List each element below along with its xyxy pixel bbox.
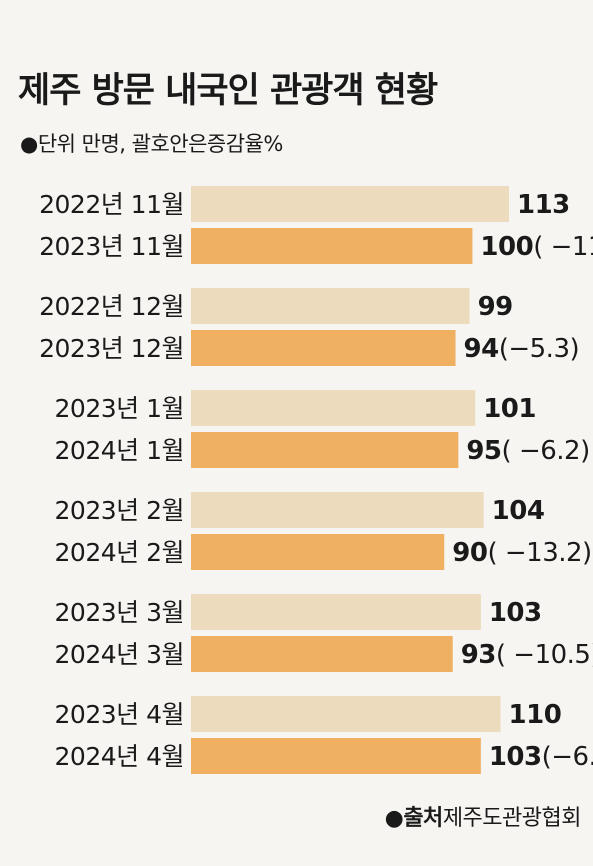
change-rate-label: ( −6.2) bbox=[502, 436, 590, 466]
current-value-label: 100( −11.5) bbox=[480, 232, 593, 262]
prior-bar bbox=[191, 186, 509, 222]
prior-period-label: 2023년 2월 bbox=[55, 496, 184, 525]
prior-value-number: 110 bbox=[509, 700, 562, 730]
current-period-label: 2024년 2월 bbox=[55, 538, 184, 567]
current-period-label: 2023년 11월 bbox=[39, 232, 184, 261]
prior-value-number: 101 bbox=[483, 394, 536, 424]
current-value-label: 103(−6.5) bbox=[489, 742, 593, 772]
prior-value-label: 103 bbox=[489, 598, 542, 628]
change-rate-label: ( −10.5) bbox=[496, 640, 593, 670]
prior-period-label: 2023년 4월 bbox=[55, 700, 184, 729]
current-period-label: 2024년 4월 bbox=[55, 742, 184, 771]
prior-bar bbox=[191, 390, 476, 426]
current-value-number: 94 bbox=[464, 334, 499, 364]
current-period-label: 2024년 1월 bbox=[55, 436, 184, 465]
current-bar bbox=[191, 636, 453, 672]
prior-value-label: 99 bbox=[478, 292, 513, 322]
chart-subtitle: ●단위 만명, 괄호안은증감율% bbox=[20, 132, 283, 156]
current-value-number: 103 bbox=[489, 742, 542, 772]
current-bar bbox=[191, 738, 481, 774]
prior-value-label: 110 bbox=[509, 700, 562, 730]
prior-period-label: 2023년 1월 bbox=[55, 394, 184, 423]
change-rate-label: (−5.3) bbox=[499, 334, 579, 364]
prior-value-number: 113 bbox=[517, 190, 570, 220]
prior-period-label: 2023년 3월 bbox=[55, 598, 184, 627]
prior-value-label: 104 bbox=[492, 496, 545, 526]
prior-bar bbox=[191, 594, 481, 630]
prior-value-number: 99 bbox=[478, 292, 513, 322]
current-value-number: 90 bbox=[452, 538, 487, 568]
current-value-number: 95 bbox=[466, 436, 501, 466]
current-bar bbox=[191, 228, 473, 264]
prior-period-label: 2022년 11월 bbox=[39, 190, 184, 219]
chart-title: 제주 방문 내국인 관광객 현황 bbox=[18, 71, 438, 111]
change-rate-label: ( −13.2) bbox=[487, 538, 591, 568]
change-rate-label: ( −11.5) bbox=[533, 232, 593, 262]
source-note: ●출처제주도관광협회 bbox=[384, 800, 582, 832]
current-bar bbox=[191, 432, 459, 468]
current-bar bbox=[191, 534, 445, 570]
current-period-label: 2023년 12월 bbox=[39, 334, 184, 363]
prior-value-number: 104 bbox=[492, 496, 545, 526]
prior-value-label: 101 bbox=[483, 394, 536, 424]
prior-bar bbox=[191, 492, 484, 528]
current-value-label: 93( −10.5) bbox=[461, 640, 593, 670]
prior-value-number: 103 bbox=[489, 598, 542, 628]
prior-period-label: 2022년 12월 bbox=[39, 292, 184, 321]
current-value-label: 95( −6.2) bbox=[466, 436, 589, 466]
current-value-number: 93 bbox=[461, 640, 496, 670]
change-rate-label: (−6.5) bbox=[542, 742, 593, 772]
prior-bar bbox=[191, 288, 470, 324]
source-label: ●출처 bbox=[384, 806, 444, 831]
current-value-number: 100 bbox=[480, 232, 533, 262]
current-period-label: 2024년 3월 bbox=[55, 640, 184, 669]
source-name: 제주도관광협회 bbox=[442, 806, 582, 831]
current-bar bbox=[191, 330, 456, 366]
prior-bar bbox=[191, 696, 501, 732]
prior-value-label: 113 bbox=[517, 190, 570, 220]
current-value-label: 94(−5.3) bbox=[464, 334, 580, 364]
current-value-label: 90( −13.2) bbox=[452, 538, 591, 568]
